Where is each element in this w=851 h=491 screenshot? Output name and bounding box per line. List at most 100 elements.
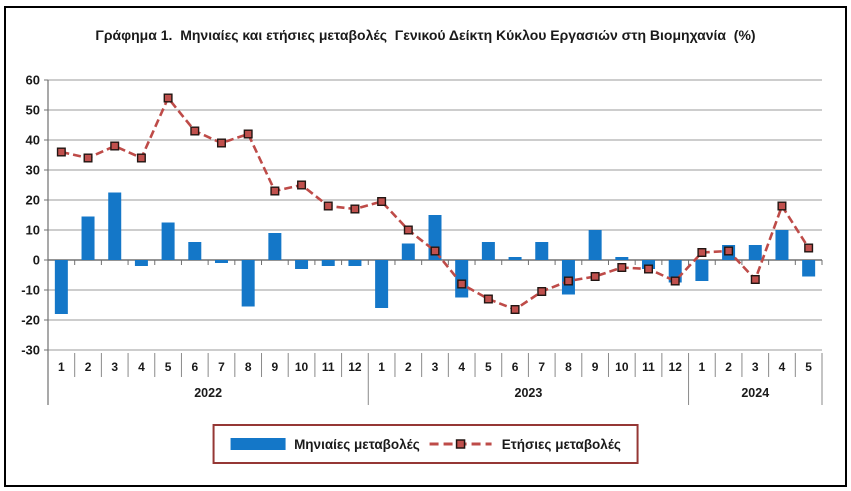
y-tick-label: -30 [21,343,40,358]
annual-change-marker [537,287,547,297]
month-label: 4 [779,360,786,374]
year-label: 2024 [741,386,769,400]
y-tick-label: 10 [26,223,40,238]
annual-change-marker [724,246,734,256]
annual-change-marker [56,147,66,157]
year-label: 2023 [515,386,543,400]
month-label: 4 [138,360,145,374]
monthly-change-bar [321,260,335,266]
month-label: 9 [272,360,279,374]
annual-change-marker [804,243,814,253]
month-label: 2 [405,360,412,374]
annual-change-marker [83,153,93,163]
month-label: 1 [699,360,706,374]
month-label: 5 [165,360,172,374]
annual-change-marker [403,225,413,235]
y-tick-label: -20 [21,313,40,328]
annual-change-marker [510,305,520,315]
monthly-change-bar [108,192,122,260]
monthly-change-bar [455,260,469,298]
monthly-change-bar [214,260,228,263]
month-label: 4 [458,360,465,374]
annual-change-marker [136,153,146,163]
y-tick-label: 20 [26,193,40,208]
annual-change-marker [430,246,440,256]
month-label: 1 [58,360,65,374]
monthly-change-bar [161,222,175,260]
month-label: 7 [218,360,225,374]
annual-change-marker [270,186,280,196]
month-label: 10 [615,360,629,374]
month-label: 9 [592,360,599,374]
month-label: 7 [538,360,545,374]
monthly-change-bar [508,257,522,260]
chart-title: Γράφημα 1. Μηνιαίες και ετήσιες μεταβολέ… [95,27,756,43]
annual-change-marker [243,129,253,139]
monthly-change-bar [481,242,495,260]
month-label: 12 [669,360,683,374]
monthly-change-bar [401,243,415,260]
month-label: 12 [348,360,362,374]
month-label: 11 [642,360,655,374]
month-label: 6 [512,360,519,374]
monthly-change-bar [188,242,202,260]
legend-label-monthly: Μηνιαίες μεταβολές [294,436,420,452]
y-tick-label: 40 [26,133,40,148]
annual-change-marker [617,263,627,273]
month-label: 2 [85,360,92,374]
legend-bar-swatch-icon [230,438,286,450]
monthly-change-bar [134,260,148,266]
annual-change-marker [350,204,360,214]
month-label: 8 [565,360,572,374]
month-label: 1 [378,360,385,374]
monthly-change-bar [802,260,816,277]
annual-change-marker [697,247,707,257]
month-label: 3 [432,360,439,374]
monthly-change-bar [375,260,389,308]
month-label: 3 [752,360,759,374]
month-label: 6 [191,360,198,374]
month-label: 8 [245,360,252,374]
month-label: 2 [725,360,732,374]
month-label: 5 [805,360,812,374]
legend-line-swatch-icon [429,438,493,450]
month-label: 10 [295,360,309,374]
annual-change-marker [457,279,467,289]
annual-change-marker [323,201,333,211]
annual-change-marker [590,272,600,282]
month-label: 5 [485,360,492,374]
monthly-change-bar [54,260,68,314]
annual-change-marker [483,294,493,304]
monthly-change-bar [295,260,309,269]
chart-legend: Μηνιαίες μεταβολές Ετήσιες μεταβολές [212,424,639,464]
y-tick-label: 50 [26,103,40,118]
annual-change-marker [377,196,387,206]
monthly-change-bar [268,233,282,260]
y-tick-label: 30 [26,163,40,178]
annual-change-marker [670,276,680,286]
monthly-change-bar [241,260,255,307]
y-tick-label: -10 [21,283,40,298]
monthly-change-bar [81,216,95,260]
monthly-change-bar [615,257,629,260]
annual-change-marker [297,180,307,190]
annual-change-marker [644,264,654,274]
monthly-change-bar [775,230,789,260]
annual-change-marker [190,126,200,136]
annual-change-marker [563,276,573,286]
legend-label-annual: Ετήσιες μεταβολές [501,436,621,452]
monthly-change-bar [535,242,549,260]
annual-change-marker [216,138,226,148]
annual-change-marker [750,275,760,285]
monthly-change-bar [588,230,602,260]
monthly-change-bar [748,245,762,260]
month-label: 11 [322,360,335,374]
year-label: 2022 [194,386,222,400]
y-tick-label: 60 [26,73,40,88]
month-label: 3 [111,360,118,374]
annual-change-marker [777,201,787,211]
annual-change-marker [110,141,120,151]
monthly-change-bar [695,260,709,281]
